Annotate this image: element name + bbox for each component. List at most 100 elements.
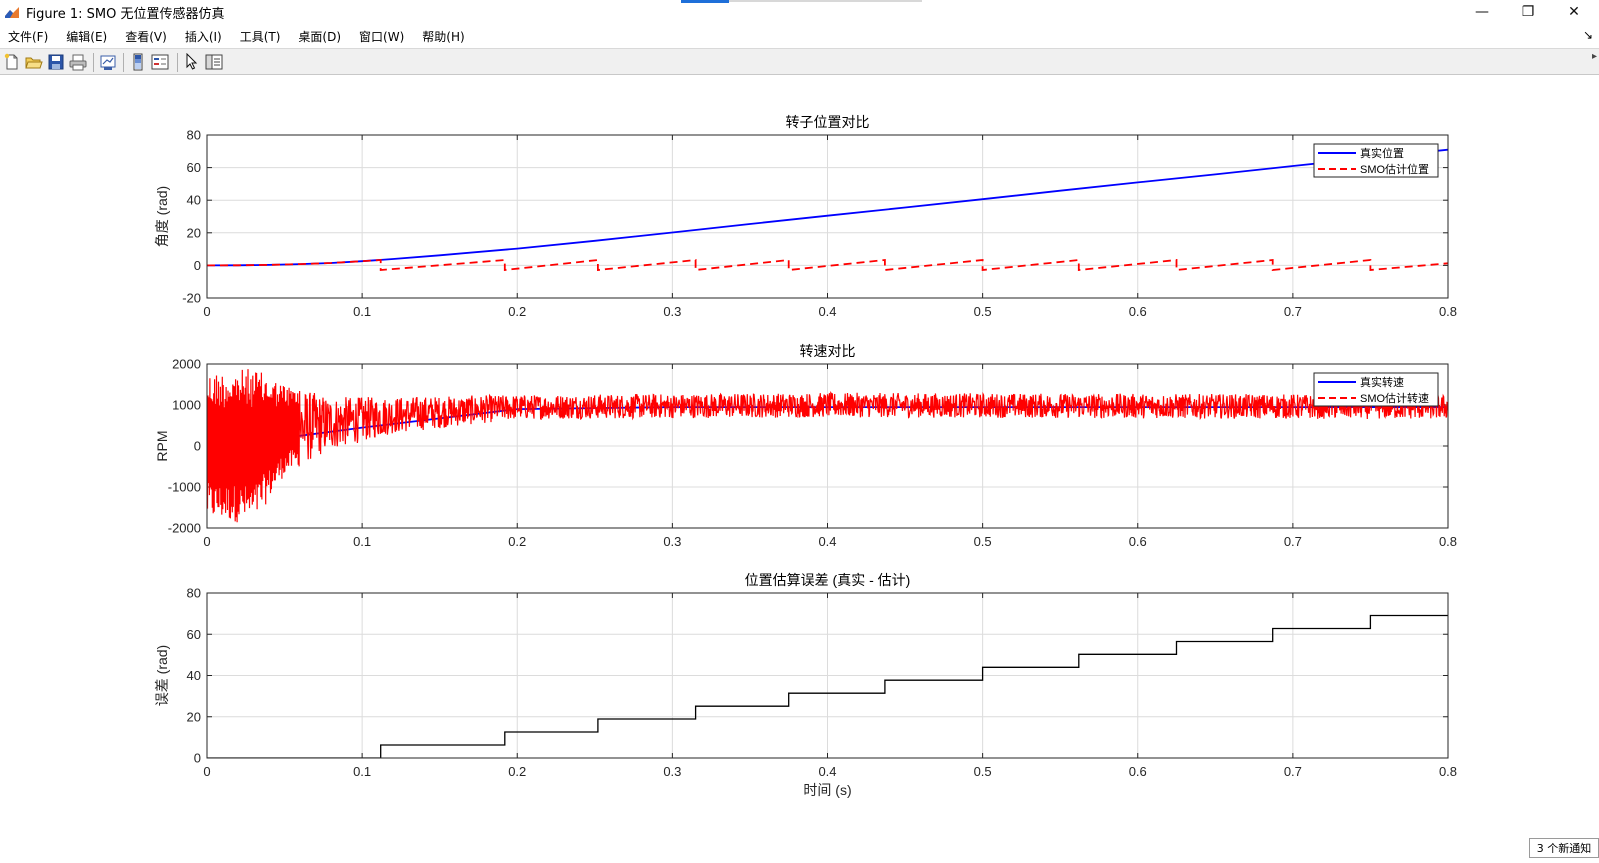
plots-svg: 0 0.1 0.2 0.3 0.4 0.5 0.6 0.7 0.8-20020406080转子位… [154,114,1457,798]
matlab-figure-icon [5,7,19,18]
taskbar-accent-line [681,0,729,3]
y-tick-label: 0 [194,439,201,454]
legend: 真实位置 SMO估计位置 [1313,143,1439,178]
x-tick-label: 0.3 [663,764,681,779]
save-icon[interactable] [47,53,65,71]
pointer-icon[interactable] [183,53,201,71]
x-tick-label: 0.3 [663,534,681,549]
colorbar-icon[interactable] [129,53,147,71]
minimize-button[interactable]: — [1475,4,1489,20]
menu-bar: 文件(F) 编辑(E) 查看(V) 插入(I) 工具(T) 桌面(D) 窗口(W… [0,24,1599,48]
legend-label: SMO估计位置 [1360,162,1429,176]
menu-tools[interactable]: 工具(T) [239,29,281,44]
chart-3: 0 0.1 0.2 0.3 0.4 0.5 0.6 0.7 0.8 0 20 40 60 80 位置估算误差… [154,572,1457,798]
legend-box [1313,143,1439,178]
taskbar-gray-line [729,0,922,2]
menu-view[interactable]: 查看(V) [125,29,167,44]
menu-edit[interactable]: 编辑(E) [66,29,108,44]
y-tick-label: 0 [194,258,201,273]
x-tick-label: 0.2 [508,764,526,779]
legend-label: 真实位置 [1360,146,1404,160]
chart-title: 位置估算误差 (真实 - 估计) [745,572,911,588]
x-tick-label: 0.4 [818,304,836,319]
x-tick-label: 0.5 [974,534,992,549]
chart-2: 0 0.1 0.2 0.3 0.4 0.5 0.6 0.7 0.8 -2000 -1000 0 1000… [154,343,1457,549]
new-figure-icon[interactable] [3,53,21,71]
x-tick-label: 0.7 [1284,534,1302,549]
open-file-icon[interactable] [25,53,43,71]
window-title: Figure 1: SMO 无位置传感器仿真 [26,6,225,22]
y-axis-label: 误差 (rad) [154,645,170,706]
menu-desktop[interactable]: 桌面(D) [298,29,342,44]
x-tick-label: 0 [203,304,210,319]
legend-box [1313,372,1439,407]
x-tick-label: 0.5 [974,304,992,319]
y-axis-label: RPM [154,430,170,461]
x-tick-label: 0.2 [508,534,526,549]
y-tick-label: 2000 [172,357,201,372]
figure-canvas: 0 0.1 0.2 0.3 0.4 0.5 0.6 0.7 0.8 -20 0 20 40 60 80 转子位… [0,76,1599,859]
x-tick-label: 0.5 [974,764,992,779]
chart-title: 转子位置对比 [786,114,870,130]
y-tick-label: 60 [187,627,201,642]
series-line-2 [207,369,1448,523]
x-tick-label: 0.7 [1284,764,1302,779]
x-tick-label: 0.2 [508,304,526,319]
link-plot-icon[interactable] [99,53,117,71]
toolbar-separator [177,53,178,72]
notification-badge[interactable]: 3 个新通知 [1529,838,1599,858]
menu-window[interactable]: 窗口(W) [359,29,405,44]
x-tick-label: 0 [203,764,210,779]
menu-insert[interactable]: 插入(I) [184,29,222,44]
x-tick-label: 0.6 [1129,764,1147,779]
menu-file[interactable]: 文件(F) [8,29,49,44]
y-tick-label: 80 [187,128,201,143]
y-tick-label: 20 [187,225,201,240]
x-tick-label: 0.7 [1284,304,1302,319]
x-axis-label: 时间 (s) [803,782,851,798]
axes-box [206,363,1449,529]
x-tick-label: 0.8 [1439,534,1457,549]
x-tick-label: 0.1 [353,304,371,319]
x-tick-label: 0.8 [1439,764,1457,779]
y-tick-label: -2000 [168,521,201,536]
y-tick-label: -1000 [168,480,201,495]
y-tick-label: 0 [194,751,201,766]
y-tick-label: -20 [182,291,201,306]
restore-button[interactable]: ❐ [1521,4,1535,20]
x-tick-label: 0.6 [1129,534,1147,549]
x-tick-label: 0.6 [1129,304,1147,319]
y-tick-label: 80 [187,586,201,601]
print-icon[interactable] [69,53,87,71]
window-title-bar: Figure 1: SMO 无位置传感器仿真 — ❐ ✕ [0,0,1599,24]
legend-icon[interactable] [151,53,169,71]
y-tick-label: 60 [187,160,201,175]
y-axis-label: 角度 (rad) [154,186,170,247]
figure-toolbar: ▸ [0,48,1599,75]
menu-help[interactable]: 帮助(H) [422,29,465,44]
x-tick-label: 0 [203,534,210,549]
chart-title: 转速对比 [800,343,856,359]
toolbar-separator [93,53,94,72]
x-tick-label: 0.1 [353,534,371,549]
toolbar-separator [123,53,124,72]
close-button[interactable]: ✕ [1568,4,1580,20]
y-tick-label: 1000 [172,398,201,413]
axes-box [206,592,1449,759]
property-editor-icon[interactable] [205,53,223,71]
x-tick-label: 0.3 [663,304,681,319]
axes-box [206,134,1449,299]
legend-label: 真实转速 [1360,375,1404,389]
series-line-1 [207,614,1448,758]
legend-label: SMO估计转速 [1360,391,1429,405]
dock-arrow-icon[interactable]: ↘ [1582,28,1593,42]
legend: 真实转速 SMO估计转速 [1313,372,1439,407]
y-tick-label: 40 [187,193,201,208]
toolbar-overflow-icon[interactable]: ▸ [1591,51,1597,62]
chart-1: 0 0.1 0.2 0.3 0.4 0.5 0.6 0.7 0.8-20020406080转子位… [154,114,1457,319]
x-tick-label: 0.8 [1439,304,1457,319]
series-line-2 [207,258,1448,272]
x-tick-label: 0.1 [353,764,371,779]
y-tick-label: 40 [187,668,201,683]
x-tick-label: 0.4 [818,764,836,779]
